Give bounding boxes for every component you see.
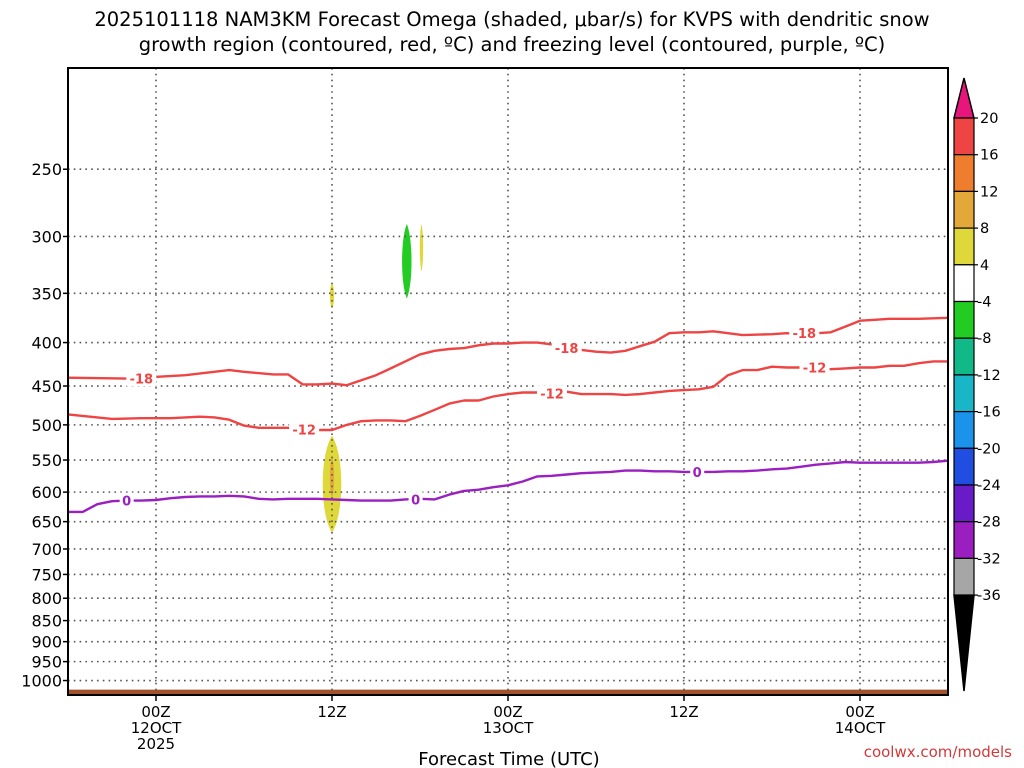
omega-shading-layer — [322, 223, 424, 533]
y-tick-label-750: 750 — [31, 565, 62, 584]
contour-label-0: 0 — [411, 493, 420, 508]
contour-label-bg — [408, 491, 423, 508]
omega-blob-2 — [329, 456, 335, 499]
terrain-fill — [68, 689, 948, 695]
contour-label-bg — [289, 421, 320, 438]
contour-label-bg — [126, 370, 157, 387]
x-tick-label: 2025 — [137, 735, 175, 753]
contour-label-bg — [690, 463, 705, 480]
contour-line-0 — [68, 459, 949, 514]
colorbar-label--12: -12 — [977, 368, 1001, 384]
colorbar-label--8: -8 — [977, 331, 991, 347]
chart-title-line-1: 2025101118 NAM3KM Forecast Omega (shaded… — [94, 8, 929, 31]
y-tick-label-600: 600 — [31, 483, 62, 502]
y-tick-label-350: 350 — [31, 284, 62, 303]
colorbar-box-5 — [953, 264, 975, 303]
contour-label--12: -12 — [292, 423, 316, 438]
colorbar-label-12: 12 — [980, 184, 998, 200]
y-tick-label-1000: 1000 — [21, 672, 62, 691]
colorbar-top-arrow — [953, 77, 975, 119]
contour-label-bg — [119, 492, 134, 509]
colorbar: 20 16 12 8 4 -4 -8 -12 -16 -20 -24 -28 -32 -36 — [953, 77, 1001, 692]
omega-blob-4 — [402, 223, 412, 299]
contour-label-bg — [789, 325, 820, 342]
omega-blob-5 — [419, 223, 424, 272]
chart-title-line-2: growth region (contoured, red, ºC) and f… — [139, 33, 886, 56]
contour-label--18: -18 — [793, 327, 817, 342]
colorbar-label-20: 20 — [980, 111, 998, 127]
x-axis-title: Forecast Time (UTC) — [418, 749, 599, 768]
x-tick-label: 12Z — [669, 703, 698, 721]
colorbar-label--28: -28 — [977, 515, 1001, 531]
terrain-layer — [68, 689, 948, 695]
contour-label--18: -18 — [555, 342, 579, 357]
x-tick-label: 12Z — [317, 703, 346, 721]
y-tick-label-450: 450 — [31, 377, 62, 396]
colorbar-box-6 — [953, 300, 975, 339]
colorbar-label--20: -20 — [977, 441, 1001, 457]
contour-label-bg — [537, 385, 567, 402]
x-tick-label: 00Z — [141, 703, 170, 721]
contour-label-bg — [551, 340, 582, 357]
colorbar-label--36: -36 — [977, 588, 1001, 604]
contour-label--18: -18 — [130, 373, 154, 388]
y-tick-label-550: 550 — [31, 451, 62, 470]
colorbar-box-4 — [953, 227, 975, 266]
contour-label-0: 0 — [693, 466, 702, 481]
x-tick-label: 00Z — [493, 703, 522, 721]
colorbar-box-7 — [953, 337, 975, 376]
colorbar-box-12 — [953, 521, 975, 560]
colorbar-label--24: -24 — [977, 478, 1001, 494]
colorbar-box-2 — [953, 154, 975, 192]
colorbar-box-9 — [953, 411, 975, 449]
y-tick-label-250: 250 — [31, 160, 62, 179]
colorbar-box-13 — [953, 557, 975, 596]
credit-text: coolwx.com/models — [864, 743, 1012, 761]
colorbar-label--32: -32 — [977, 551, 1001, 567]
colorbar-box-3 — [953, 190, 975, 229]
colorbar-bottom-arrow — [953, 594, 975, 692]
contour-label-0: 0 — [122, 495, 131, 510]
y-tick-label-950: 950 — [31, 653, 62, 672]
grid-layer — [68, 68, 948, 695]
y-tick-label-800: 800 — [31, 589, 62, 608]
contour-layer: -18 -18 -18 -12 -12 -12 0 0 0 — [67, 316, 949, 514]
colorbar-label-4: 4 — [980, 258, 989, 274]
x-tick-label: 12OCT — [131, 719, 182, 737]
contour-label--12: -12 — [803, 362, 827, 377]
y-tick-label-900: 900 — [31, 633, 62, 652]
contour-label--12: -12 — [540, 387, 564, 402]
y-tick-label-500: 500 — [31, 416, 62, 435]
colorbar-box-1 — [953, 117, 975, 156]
y-axis-ticks: 250 300 350 400 450 500 550 600 650 700 750 800 850 9… — [21, 160, 68, 691]
x-tick-label: 14OCT — [835, 719, 886, 737]
y-tick-label-650: 650 — [31, 513, 62, 532]
colorbar-box-11 — [953, 484, 975, 523]
y-tick-label-700: 700 — [31, 540, 62, 559]
colorbar-label--16: -16 — [977, 405, 1001, 421]
x-tick-label: 13OCT — [483, 719, 534, 737]
colorbar-label-8: 8 — [980, 221, 989, 237]
colorbar-label--4: -4 — [977, 295, 991, 311]
colorbar-box-10 — [953, 447, 975, 486]
y-tick-label-850: 850 — [31, 612, 62, 631]
colorbar-label-16: 16 — [980, 148, 998, 164]
y-tick-label-300: 300 — [31, 227, 62, 246]
x-tick-label: 00Z — [845, 703, 874, 721]
y-tick-label-400: 400 — [31, 334, 62, 353]
colorbar-box-8 — [953, 374, 975, 413]
contour-label-bg — [799, 359, 830, 376]
